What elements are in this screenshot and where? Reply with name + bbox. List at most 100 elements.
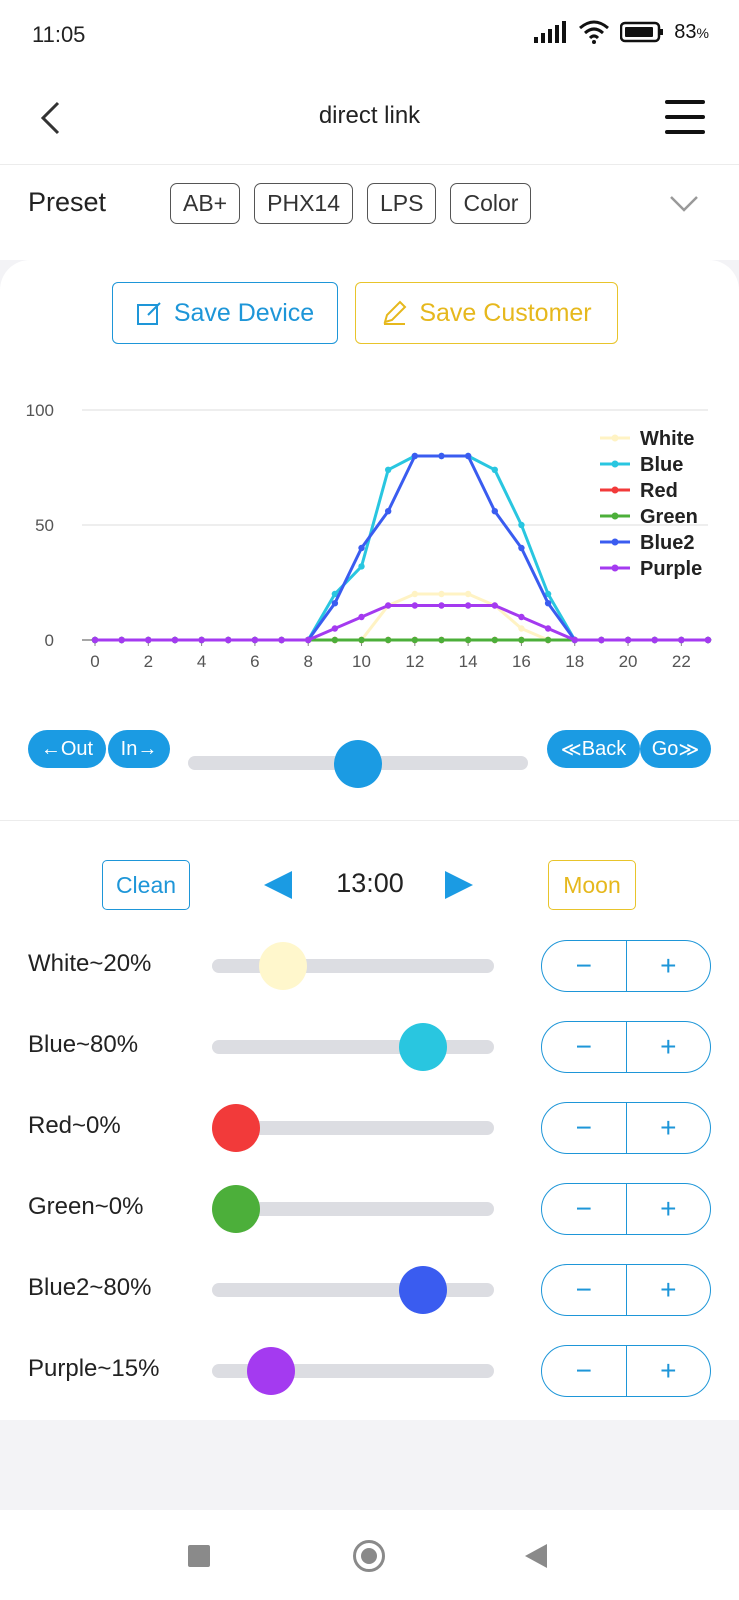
decrease-button[interactable]: −: [542, 1022, 627, 1072]
preset-label: Preset: [28, 187, 107, 217]
increase-button[interactable]: +: [660, 1274, 677, 1305]
channel-slider-knob[interactable]: [258, 942, 307, 990]
timeline-slider-knob[interactable]: [334, 740, 382, 788]
decrease-button[interactable]: −: [542, 1184, 627, 1234]
channel-row-red: Red~0% − +: [0, 1092, 739, 1162]
decrease-button[interactable]: −: [542, 941, 627, 991]
battery-icon: [620, 21, 664, 43]
back-button[interactable]: ≪ Back: [547, 730, 640, 768]
data-point-blue: [358, 563, 365, 570]
data-point-blue2: [518, 544, 525, 552]
data-point-purple: [331, 625, 339, 632]
data-point-purple: [438, 602, 445, 609]
moon-button[interactable]: Moon: [548, 860, 636, 910]
series-line-purple: [95, 604, 708, 642]
system-back-icon[interactable]: [525, 1544, 547, 1568]
channel-row-green: Green~0% − +: [0, 1173, 739, 1243]
data-point-purple: [678, 636, 685, 644]
double-left-icon: ≪: [560, 738, 582, 761]
data-point-green: [464, 636, 472, 644]
increase-button[interactable]: +: [660, 950, 677, 981]
data-point-blue: [331, 590, 339, 598]
preset-chip-phx14[interactable]: PHX14: [254, 183, 353, 224]
channel-slider-knob[interactable]: [247, 1347, 296, 1395]
decrease-button[interactable]: −: [542, 1346, 627, 1396]
x-tick-label: 18: [565, 652, 584, 671]
x-tick-label: 0: [90, 652, 99, 671]
back-arrow-icon[interactable]: [36, 100, 66, 136]
recent-apps-icon[interactable]: [188, 1545, 210, 1567]
preset-bar: Preset AB+ PHX14 LPS Color: [0, 165, 739, 260]
status-time: 11:05: [32, 22, 86, 47]
channel-slider-knob[interactable]: [212, 1104, 260, 1152]
save-device-label: Save Device: [173, 298, 315, 327]
page-title: direct link: [318, 102, 421, 129]
series-line-blue2: [95, 454, 708, 642]
channel-label: Blue2~80%: [28, 1274, 152, 1301]
save-device-button[interactable]: Save Device: [112, 282, 338, 344]
legend-label-red: Red: [640, 480, 678, 502]
decrease-button[interactable]: −: [542, 1265, 627, 1315]
chevron-down-icon[interactable]: [669, 193, 699, 215]
arrow-right-icon: →: [137, 737, 158, 760]
channel-row-blue: Blue~80% − +: [0, 1011, 739, 1081]
data-point-blue2: [544, 600, 552, 607]
arrow-left-icon: ←: [40, 737, 61, 760]
next-time-icon[interactable]: [445, 871, 473, 899]
channel-slider-knob[interactable]: [399, 1023, 448, 1071]
channel-slider-track[interactable]: [212, 1202, 494, 1216]
channel-slider-track[interactable]: [212, 1283, 494, 1297]
menu-icon[interactable]: [665, 100, 705, 136]
previous-time-icon[interactable]: [264, 871, 292, 899]
preset-chip-ab-plus[interactable]: AB+: [170, 183, 241, 224]
preset-chip-color[interactable]: Color: [450, 183, 532, 224]
x-tick-label: 8: [303, 652, 312, 671]
legend-marker-red: [611, 486, 619, 494]
data-point-blue2: [358, 544, 365, 552]
x-tick-label: 16: [512, 652, 531, 671]
increase-button[interactable]: +: [660, 1031, 677, 1062]
increase-button[interactable]: +: [660, 1112, 677, 1143]
go-button[interactable]: Go ≫: [640, 730, 711, 768]
data-point-purple: [278, 636, 285, 644]
wifi-icon: [579, 20, 610, 44]
channel-label: White~20%: [28, 950, 152, 977]
x-tick-label: 4: [197, 652, 206, 671]
data-point-green: [544, 636, 552, 644]
out-button[interactable]: ← Out: [28, 730, 106, 768]
data-point-white: [518, 625, 525, 632]
data-point-green: [491, 636, 498, 644]
data-point-green: [438, 636, 445, 644]
data-point-blue2: [331, 600, 339, 607]
data-point-purple: [544, 625, 552, 632]
increase-button[interactable]: +: [660, 1355, 677, 1386]
channel-slider-knob[interactable]: [212, 1185, 260, 1233]
data-point-purple: [91, 636, 99, 644]
channel-row-purple: Purple~15% − +: [0, 1335, 739, 1405]
channel-row-white: White~20% − +: [0, 930, 739, 1000]
channel-slider-track[interactable]: [212, 1121, 494, 1135]
decrease-button[interactable]: −: [542, 1103, 627, 1153]
preset-chips: AB+ PHX14 LPS Color: [170, 183, 532, 224]
channel-stepper: − +: [541, 1183, 711, 1235]
data-point-purple: [624, 636, 632, 644]
home-icon[interactable]: [353, 1540, 385, 1572]
legend-label-blue2: Blue2: [640, 532, 694, 554]
data-point-blue2: [438, 452, 445, 460]
x-tick-label: 22: [672, 652, 691, 671]
in-button[interactable]: In →: [108, 730, 170, 768]
increase-button[interactable]: +: [660, 1193, 677, 1224]
clean-button[interactable]: Clean: [102, 860, 190, 910]
save-customer-button[interactable]: Save Customer: [355, 282, 618, 344]
channel-slider-track[interactable]: [212, 1040, 494, 1054]
data-point-blue2: [411, 452, 419, 460]
legend-label-blue: Blue: [640, 454, 683, 476]
channel-label: Green~0%: [28, 1193, 144, 1220]
channel-slider-knob[interactable]: [399, 1266, 448, 1314]
legend-marker-white: [611, 434, 619, 442]
channel-slider-track[interactable]: [212, 959, 494, 973]
y-tick-label: 50: [35, 516, 54, 535]
intensity-chart: 0 50 100 0 2 4 6 8 10 12 14 16 18 20 22 White Blue Red Gre…: [26, 401, 712, 671]
channel-label: Blue~80%: [28, 1031, 139, 1058]
preset-chip-lps[interactable]: LPS: [367, 183, 437, 224]
